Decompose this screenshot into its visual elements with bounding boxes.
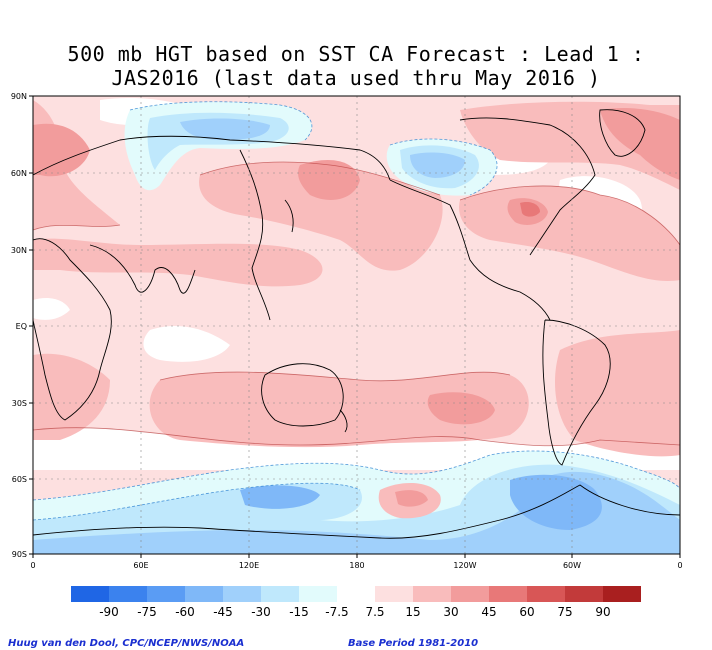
legend-label: -30 (251, 605, 271, 619)
legend-label: -7.5 (325, 605, 348, 619)
legend-swatch (185, 586, 223, 602)
lon-label: 120W (453, 561, 476, 570)
legend-swatch (147, 586, 185, 602)
lon-label: 60E (133, 561, 148, 570)
legend-label: 7.5 (365, 605, 384, 619)
legend-label: 60 (519, 605, 534, 619)
legend-swatch (71, 586, 109, 602)
legend-swatch (337, 586, 375, 602)
color-legend: -90 -75 -60 -45 -30 -15 -7.5 7.5 15 30 45 60 75 90 (71, 586, 641, 619)
legend-label: -75 (137, 605, 157, 619)
gridlines (33, 96, 680, 554)
lon-label: 120E (239, 561, 259, 570)
legend-label: -45 (213, 605, 233, 619)
legend-swatch (603, 586, 641, 602)
lon-label: 0 (30, 561, 35, 570)
legend-label: -60 (175, 605, 195, 619)
legend-swatch (451, 586, 489, 602)
map-title-line1: 500 mb HGT based on SST CA Forecast : Le… (67, 42, 645, 66)
lat-label: 90S (12, 550, 27, 559)
legend-swatch (109, 586, 147, 602)
legend-swatch (261, 586, 299, 602)
map-title-line2: JAS2016 (last data used thru May 2016 ) (111, 66, 601, 90)
lat-label: 30S (12, 399, 27, 408)
coastlines (33, 109, 680, 539)
lat-label: 30N (11, 246, 27, 255)
legend-label: 30 (443, 605, 458, 619)
lat-label: 60S (12, 475, 27, 484)
legend-label: 75 (557, 605, 572, 619)
footer-base-period: Base Period 1981-2010 (348, 638, 479, 649)
legend-label: -90 (99, 605, 119, 619)
lon-label: 0 (677, 561, 682, 570)
legend-label: 15 (405, 605, 420, 619)
legend-swatch (565, 586, 603, 602)
legend-label: -15 (289, 605, 309, 619)
lon-label: 60W (563, 561, 581, 570)
legend-label: 45 (481, 605, 496, 619)
legend-swatch (223, 586, 261, 602)
legend-label: 90 (595, 605, 610, 619)
legend-swatch (413, 586, 451, 602)
lat-label: 90N (11, 92, 27, 101)
footer-credit: Huug van den Dool, CPC/NCEP/NWS/NOAA (8, 638, 245, 649)
lat-label: EQ (16, 322, 27, 331)
legend-swatch (375, 586, 413, 602)
lat-label: 60N (11, 169, 27, 178)
legend-swatch (527, 586, 565, 602)
lon-label: 180 (349, 561, 364, 570)
legend-swatch (299, 586, 337, 602)
legend-swatch (489, 586, 527, 602)
map-field (33, 96, 680, 554)
